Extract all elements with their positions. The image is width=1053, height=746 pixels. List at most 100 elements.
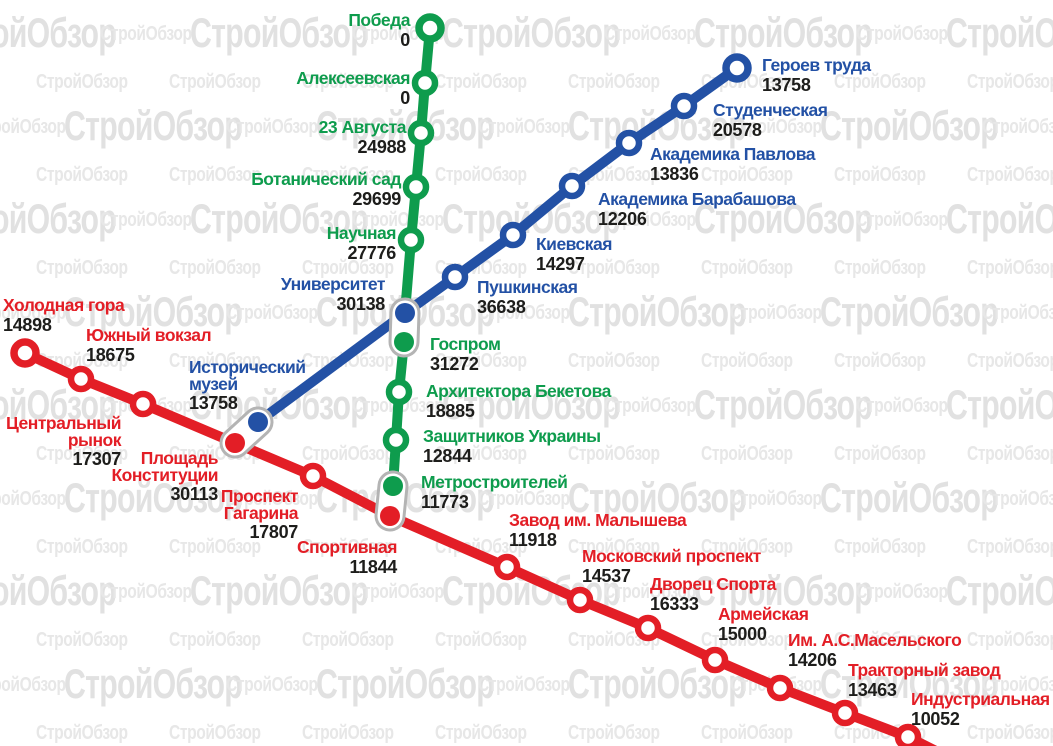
station-value: 18885 [426,400,475,421]
interchange-dot [225,433,245,453]
watermark-text: СтройОбзор [834,536,926,558]
station-name: Спортивная [297,537,397,557]
station-value: 15000 [718,623,767,644]
station-name: Киевская [536,234,612,254]
watermark-text: СтройОбзор [568,536,660,558]
watermark-text: СтройОбзор [169,257,261,279]
station-label: Московский проспект 14537 [582,548,761,585]
station-value: 11773 [421,491,469,512]
station-marker [670,92,698,120]
station-value: 31272 [430,353,479,374]
watermark-text: СтройОбзор [568,722,660,744]
watermark-text: СтройОбзор [100,209,192,231]
station-marker [722,53,752,83]
watermark-text: СтройОбзор [820,288,999,335]
watermark-text: СтройОбзор [701,629,793,651]
station-name: Университет [280,274,386,294]
station-marker [407,119,435,147]
watermark-text: СтройОбзор [302,629,394,651]
watermark-text: СтройОбзор [36,257,128,279]
interchange-dot [383,476,403,496]
watermark-text: СтройОбзор [36,164,128,186]
station-label: Проспект Гагарина 17807 [220,486,299,541]
station-name: Завод им. Малышева [509,510,687,530]
watermark-text: СтройОбзор [0,195,117,242]
watermark-text: СтройОбзор [36,629,128,651]
station-name: Научная [326,223,397,243]
station-marker [10,338,40,368]
station-name: Алексеевская [296,68,410,88]
watermark-text: СтройОбзор [302,722,394,744]
watermark-text: СтройОбзор [352,209,444,231]
watermark-text: СтройОбзор [701,443,793,465]
watermark-text: СтройОбзор [64,288,243,335]
station-name: Гагарина [223,502,299,523]
interchange-dot [394,332,414,352]
station-value: 13836 [650,163,699,184]
watermark-text: СтройОбзор [834,71,926,93]
station-name: Академика Барабашова [598,189,796,209]
watermark-text: СтройОбзор [36,536,128,558]
watermark-text: СтройОбзор [568,474,747,521]
station-name: Проспект [220,486,299,506]
watermark-text: СтройОбзор [302,536,394,558]
station-value: 18675 [86,344,135,365]
watermark-text: СтройОбзор [967,629,1053,651]
station-name: Им. А.С.Масельского [788,630,962,650]
interchange-dot [395,303,415,323]
watermark-text: СтройОбзор [36,71,128,93]
watermark-text: СтройОбзор [701,350,793,372]
watermark-text: СтройОбзор [316,102,495,149]
station-name: Холодная гора [3,295,125,315]
station-value: 30113 [170,484,218,504]
station-marker [558,172,586,200]
station-value: 24988 [357,136,406,157]
station-name: Победа [348,10,410,30]
watermark-text: СтройОбзор [0,674,66,696]
watermark-text: СтройОбзор [226,302,318,324]
watermark-text: СтройОбзор [435,350,527,372]
watermark-text: СтройОбзор [226,674,318,696]
watermark-text: СтройОбзор [568,288,747,335]
station-value: 29699 [352,188,401,209]
station-label: Алексеевская 0 [296,68,410,107]
station-label: Защитников Украины 12844 [423,428,601,465]
station-label: Киевская 14297 [536,234,612,273]
station-label: Архитектора Бекетова 18885 [426,383,611,421]
station-name: Конституции [111,464,218,485]
watermark-text: СтройОбзор [701,536,793,558]
watermark-text: СтройОбзор [604,581,696,603]
station-label: Университет 30138 [280,274,386,314]
watermark-text: СтройОбзор [982,116,1053,138]
station-value: 10052 [911,708,960,729]
station-value: 30138 [336,293,385,314]
station-label: Завод им. Малышева 11918 [509,510,687,549]
station-name: Пушкинская [477,277,578,297]
station-name: Южный вокзал [86,325,212,345]
station-label: Спортивная 11844 [297,537,397,576]
station-label: Тракторный завод 13463 [848,662,1001,699]
watermark-text: СтройОбзор [967,536,1053,558]
watermark-text: СтройОбзор [820,102,999,149]
station-name: Госпром [430,334,501,354]
watermark-text: СтройОбзор [856,395,948,417]
station-value: 12206 [598,208,647,229]
station-name: Дворец Спорта [650,574,776,594]
watermark-text: СтройОбзор [169,722,261,744]
watermark-text: СтройОбзор [834,443,926,465]
watermark-text: СтройОбзор [0,488,66,510]
station-marker [615,129,643,157]
watermark-text: СтройОбзор [982,302,1053,324]
station-value: 20578 [713,119,762,140]
watermark-text: СтройОбзор [226,116,318,138]
station-name: Студенческая [713,100,828,120]
station-name: Героев труда [762,55,871,75]
watermark-text: СтройОбзор [0,9,117,56]
watermark-text: СтройОбзор [568,257,660,279]
station-label: Центральный рынок 17307 [6,415,121,468]
watermark-text: СтройОбзор [967,164,1053,186]
station-label: Южный вокзал 18675 [86,325,212,365]
watermark-text: СтройОбзор [190,195,369,242]
